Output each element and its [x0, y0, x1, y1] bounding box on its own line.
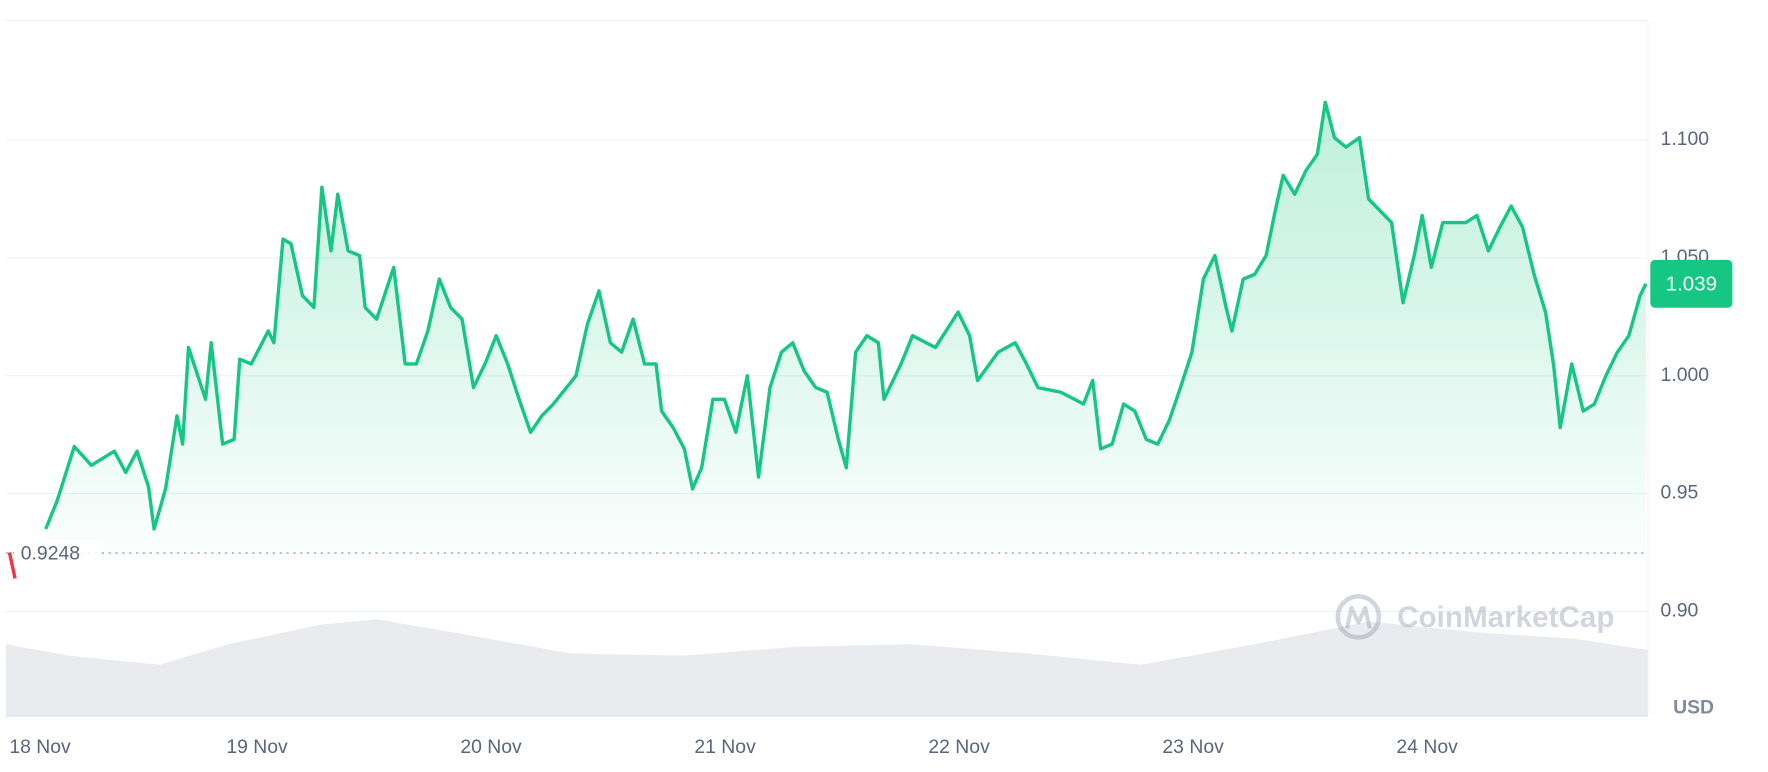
current-price-label: 1.039	[1666, 272, 1717, 295]
x-tick-label: 22 Nov	[928, 736, 990, 758]
y-tick-label: 0.90	[1661, 600, 1699, 622]
background-layer	[5, 102, 1649, 717]
x-tick-label: 19 Nov	[226, 736, 288, 758]
watermark-logo-mark	[1345, 605, 1372, 629]
x-tick-label: 20 Nov	[460, 736, 522, 758]
price-line	[44, 100, 1648, 531]
x-tick-label: 18 Nov	[9, 736, 71, 758]
volume-area	[5, 619, 1649, 717]
watermark-logo	[1335, 594, 1382, 640]
y-tick-label: 1.100	[1661, 128, 1710, 150]
reference-label: 0.9248	[21, 542, 80, 564]
reference-label-bg	[13, 539, 101, 567]
x-tick-label: 23 Nov	[1162, 736, 1224, 758]
watermark: CoinMarketCap	[1335, 594, 1614, 640]
currency-label: USD	[1673, 696, 1714, 718]
y-tick-label: 1.000	[1661, 364, 1710, 386]
x-tick-label: 24 Nov	[1396, 736, 1458, 758]
x-tick-label: 21 Nov	[694, 736, 756, 758]
watermark-text: CoinMarketCap	[1397, 601, 1614, 634]
price-line	[7, 552, 17, 579]
price-area	[45, 102, 1646, 554]
current-price-badge	[1650, 259, 1733, 308]
y-tick-label: 0.95	[1661, 482, 1699, 504]
